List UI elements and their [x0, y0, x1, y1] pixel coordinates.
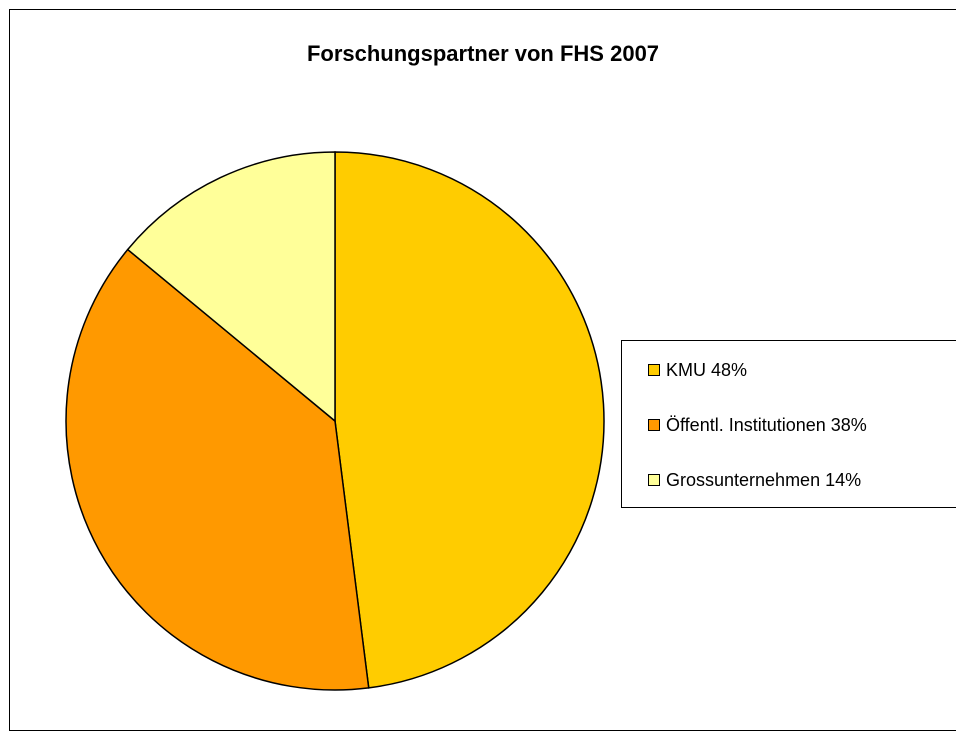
- pie-slice: [126, 151, 336, 423]
- pie-slice: [65, 248, 370, 691]
- legend-label: Öffentl. Institutionen 38%: [666, 415, 867, 435]
- pie-slice: [334, 151, 605, 689]
- legend-swatch: [648, 474, 660, 486]
- legend-label: Grossunternehmen 14%: [666, 470, 861, 490]
- legend-label: KMU 48%: [666, 360, 747, 380]
- legend-box: [621, 340, 956, 508]
- chart-title: Forschungspartner von FHS 2007: [307, 41, 659, 66]
- legend-swatch: [648, 364, 660, 376]
- legend-swatch: [648, 419, 660, 431]
